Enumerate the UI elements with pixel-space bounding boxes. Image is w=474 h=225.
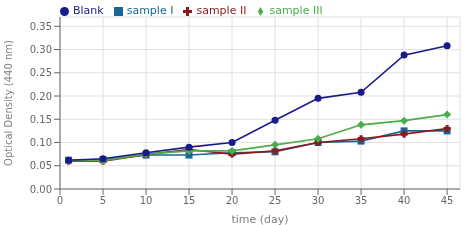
svg-text:45: 45 bbox=[441, 195, 454, 206]
svg-text:0.25: 0.25 bbox=[30, 67, 52, 78]
svg-text:0.30: 0.30 bbox=[30, 44, 52, 55]
svg-text:25: 25 bbox=[269, 195, 282, 206]
svg-text:time (day): time (day) bbox=[231, 213, 288, 225]
svg-text:30: 30 bbox=[312, 195, 325, 206]
html-text:sample II: sample II bbox=[196, 4, 247, 17]
svg-text:0.20: 0.20 bbox=[30, 91, 52, 102]
svg-text:35: 35 bbox=[355, 195, 368, 206]
html-text:sample III: sample III bbox=[269, 4, 323, 17]
svg-text:5: 5 bbox=[100, 195, 106, 206]
svg-text:0.10: 0.10 bbox=[30, 137, 52, 148]
svg-text:40: 40 bbox=[398, 195, 411, 206]
svg-text:20: 20 bbox=[226, 195, 239, 206]
svg-text:0.00: 0.00 bbox=[30, 184, 52, 195]
svg-text:0.35: 0.35 bbox=[30, 21, 52, 32]
html-text:sample I: sample I bbox=[126, 4, 174, 17]
svg-text:10: 10 bbox=[140, 195, 153, 206]
html-text:Blank: Blank bbox=[73, 4, 104, 17]
svg-text:0: 0 bbox=[57, 195, 63, 206]
svg-text:15: 15 bbox=[183, 195, 196, 206]
svg-text:0.15: 0.15 bbox=[30, 114, 52, 125]
svg-text:0.05: 0.05 bbox=[30, 160, 52, 171]
svg-text:Optical Density (440 nm): Optical Density (440 nm) bbox=[8, 40, 14, 166]
